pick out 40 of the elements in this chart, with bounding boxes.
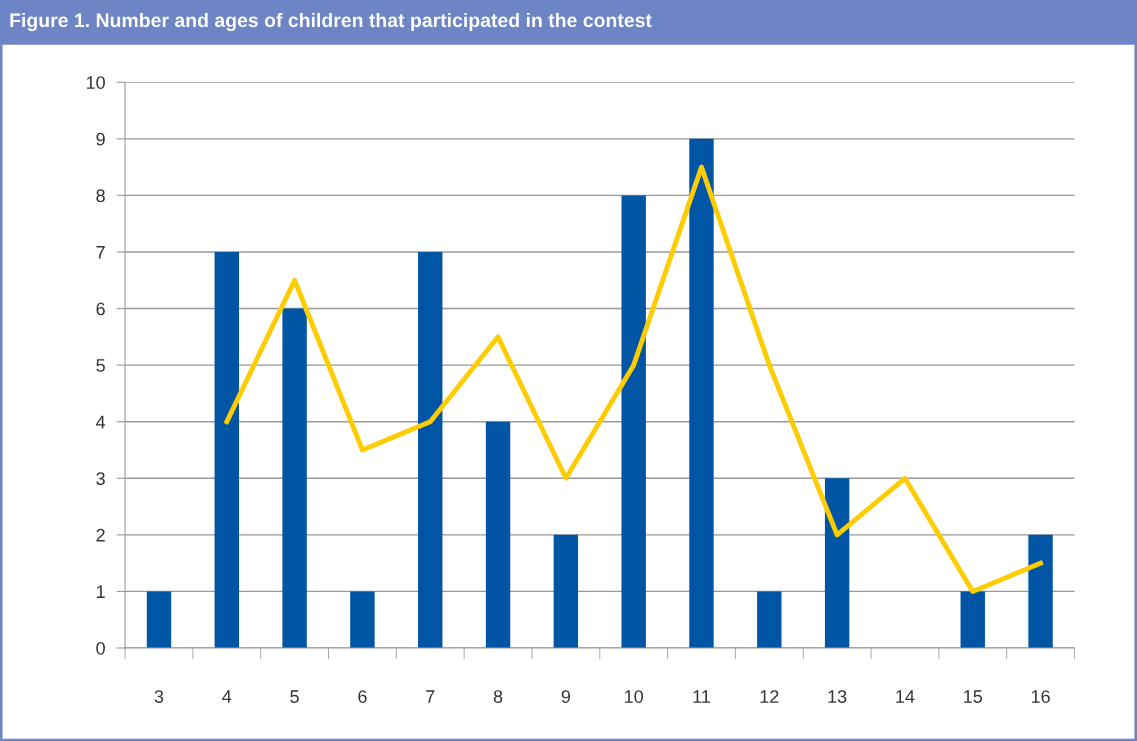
y-tick-label: 7 xyxy=(96,246,105,259)
x-tick-label: 9 xyxy=(561,690,571,703)
x-tick-label: 14 xyxy=(896,690,915,703)
x-tick-label: 8 xyxy=(493,690,503,703)
y-tick-label: 6 xyxy=(96,302,105,316)
bar xyxy=(214,251,239,648)
y-tick-label: 3 xyxy=(96,472,105,485)
bar xyxy=(282,308,307,648)
y-tick-label: 4 xyxy=(96,415,106,429)
chart-title: Figure 1. Number and ages of children that participated in the contest xyxy=(10,12,652,32)
x-tick-label: 4 xyxy=(222,690,232,703)
y-tick-label: 2 xyxy=(96,528,105,542)
x-tick-label: 5 xyxy=(290,690,299,703)
x-tick-label: 11 xyxy=(693,690,710,703)
bar xyxy=(689,138,714,648)
x-tick-label: 16 xyxy=(1031,690,1050,703)
bar xyxy=(485,421,511,648)
bar xyxy=(621,195,646,648)
bar xyxy=(757,591,782,648)
bar xyxy=(824,478,850,648)
bar xyxy=(146,591,172,648)
y-tick-label: 9 xyxy=(96,132,105,146)
y-tick-label: 10 xyxy=(86,76,105,89)
x-tick-label: 3 xyxy=(154,690,164,703)
x-tick-label: 7 xyxy=(426,690,435,703)
x-tick-label: 12 xyxy=(760,690,779,703)
bar xyxy=(960,591,985,648)
bar xyxy=(553,534,579,648)
bar xyxy=(1028,534,1053,648)
line-series xyxy=(224,164,1043,594)
y-tick-label: 8 xyxy=(96,189,105,203)
bar xyxy=(350,591,375,648)
x-tick-label: 15 xyxy=(964,690,983,703)
y-tick-label: 0 xyxy=(96,641,105,655)
x-tick-label: 6 xyxy=(358,690,367,703)
y-tick-label: 5 xyxy=(96,359,105,372)
y-tick-label: 1 xyxy=(96,585,105,598)
x-tick-label: 13 xyxy=(828,690,847,703)
bar xyxy=(418,251,443,648)
x-tick-label: 10 xyxy=(625,690,644,703)
